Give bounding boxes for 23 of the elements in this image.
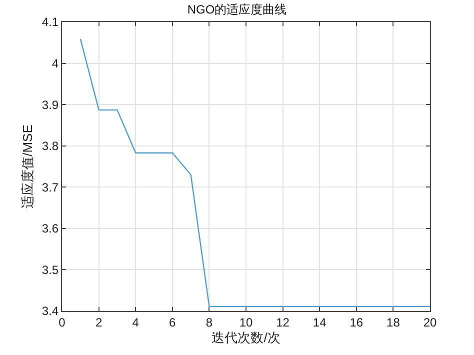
y-tick-label: 4 xyxy=(52,56,59,70)
x-tick-label: 10 xyxy=(239,315,253,330)
x-tick-label: 16 xyxy=(350,315,364,330)
y-tick-label: 3.9 xyxy=(42,98,59,112)
line-series xyxy=(80,38,430,308)
y-axis-title: 适应度值/MSE xyxy=(20,124,35,208)
x-tick-label: 4 xyxy=(132,315,140,330)
y-tick-label: 3.4 xyxy=(42,304,59,318)
x-tick-label: 18 xyxy=(386,315,400,330)
x-tick-label: 20 xyxy=(423,315,437,330)
y-tick-label: 3.8 xyxy=(42,139,59,154)
x-tick-label: 2 xyxy=(95,315,102,330)
y-tick-label: 3.7 xyxy=(42,180,59,194)
x-tick-label: 12 xyxy=(276,315,290,330)
y-tick-label: 3.6 xyxy=(42,222,59,236)
y-tick-label: 4.1 xyxy=(42,15,59,30)
x-axis-title: 迭代次数/次 xyxy=(212,330,280,345)
y-tick-label: 3.5 xyxy=(42,262,59,277)
x-tick-label: 8 xyxy=(206,315,213,330)
x-tick-label: 14 xyxy=(312,315,327,330)
x-tick-label: 6 xyxy=(169,315,176,330)
x-tick-label: 0 xyxy=(58,315,66,330)
chart-title: NGO的适应度曲线 xyxy=(187,2,287,17)
